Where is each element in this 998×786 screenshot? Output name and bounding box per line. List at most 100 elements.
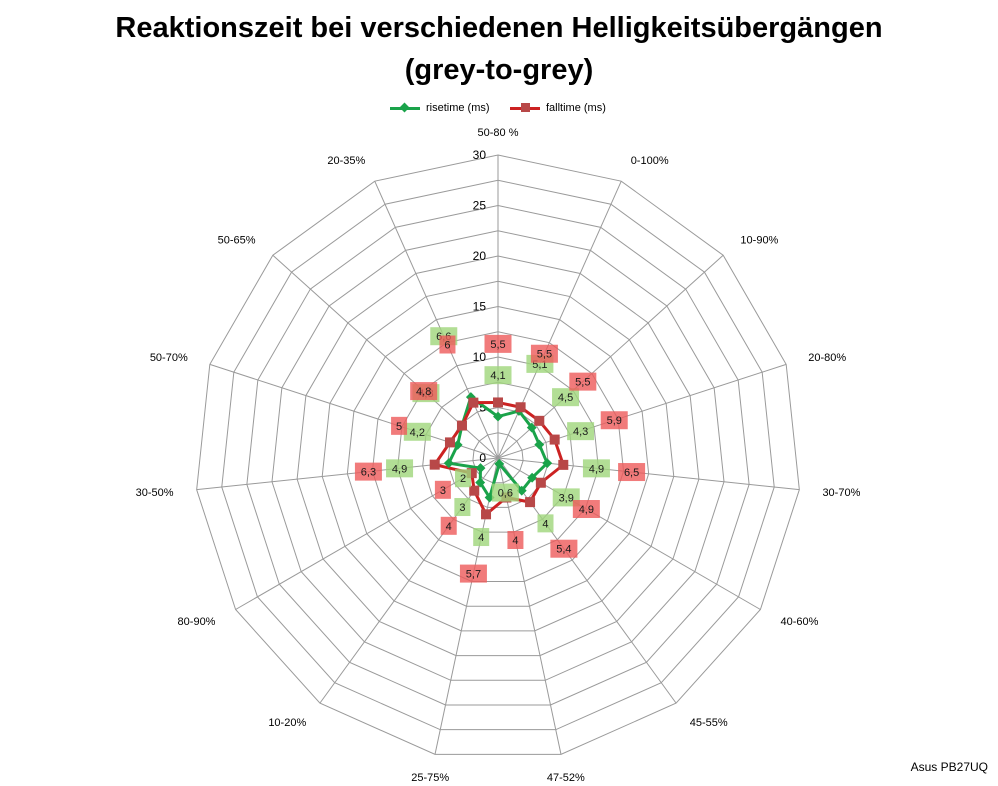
data-label-bg [454,498,471,517]
data-label-bg [550,539,578,558]
data-label: 3 [459,502,465,514]
data-label-bg [455,469,472,488]
grid-spoke [497,457,677,704]
grid-spoke [434,457,499,755]
grid-ring [422,381,574,533]
data-point [456,420,467,431]
grid-spoke [497,457,562,755]
series-line [433,400,565,516]
data-label-bg [600,411,628,430]
data-label-bg [473,528,490,547]
data-point [558,459,569,470]
category-label: 40-60% [781,616,819,628]
chart-title: Reaktionszeit bei verschiedenen Helligke… [115,12,883,44]
category-label: 30-50% [136,487,174,499]
data-label: 5,9 [607,415,622,427]
grid-ring [296,255,700,657]
category-label: 50-65% [218,235,256,247]
category-label: 30-70% [822,487,860,499]
data-label-bg [618,463,646,482]
category-label: 50-70% [150,352,188,364]
axis-tick-label: 10 [473,350,487,364]
data-label-bg [354,462,382,481]
data-label: 4,3 [573,426,588,438]
data-label-bg [439,335,456,354]
data-point [466,468,477,479]
data-point [534,439,545,450]
grid-ring [397,356,599,558]
grid-ring [196,154,800,755]
data-label-bg [484,334,512,353]
data-label: 4,2 [410,427,425,439]
grid-ring [371,331,625,582]
data-label: 4 [446,521,452,533]
data-point [475,463,486,474]
grid-spoke [235,457,499,610]
data-label-bg [440,516,457,535]
axis-tick-label: 0 [479,451,486,465]
data-label: 3 [440,485,446,497]
data-label: 6,5 [624,467,639,479]
grid-ring [472,432,524,484]
data-label-bg [403,422,431,441]
data-point [535,477,546,488]
category-label: 47-52% [547,772,585,784]
data-label-bg [582,459,610,478]
data-point [493,411,503,422]
square-marker-icon [521,103,530,112]
data-label-bg [537,514,554,533]
data-point [429,459,440,470]
data-label: 6,3 [361,467,376,479]
axis-tick-label: 30 [473,148,487,162]
data-label-bg [491,483,519,502]
data-label: 4,9 [579,504,594,516]
grid-spoke [497,363,787,459]
data-point [469,485,480,496]
data-label: 4,1 [490,370,505,382]
chart-subtitle: (grey-to-grey) [404,54,594,86]
category-label: 10-20% [268,717,306,729]
data-label: 4,8 [416,386,431,398]
data-label-bg [386,459,414,478]
category-label: 20-80% [808,352,846,364]
data-point [475,477,486,488]
data-label: 4 [542,518,548,530]
data-point [481,509,492,520]
data-label-bg [459,564,487,583]
data-point [493,397,503,408]
data-point [443,458,454,469]
data-label: 5,5 [537,349,552,361]
data-label: 5,5 [490,339,505,351]
data-point [549,434,560,445]
data-label-bg [569,372,597,391]
series-line [447,395,549,500]
data-point [525,497,536,508]
data-label-bg [567,422,595,441]
grid-ring [321,280,675,632]
data-label-bg [484,366,512,385]
data-label: 3,9 [559,492,574,504]
data-label: 6 [444,340,450,352]
grid-ring [271,230,725,681]
data-label: 4 [478,532,484,544]
data-label: 5 [396,421,402,433]
data-point [534,415,545,426]
category-label: 20-35% [327,155,365,167]
data-label-bg [552,388,580,407]
data-label: 0,6 [498,488,513,500]
category-label: 10-90% [740,235,778,247]
data-point [542,458,553,469]
data-label-bg [410,382,438,401]
data-point [468,397,479,408]
footer-label: Asus PB27UQ [910,760,988,774]
grid-spoke [374,180,499,459]
data-point [527,472,538,483]
data-label-bg [572,500,600,519]
data-label: 4 [512,535,518,547]
data-point [515,402,526,413]
data-point [516,485,527,496]
grid-ring [346,305,650,607]
legend-label-falltime: falltime (ms) [546,102,606,114]
axis-tick-label: 25 [473,199,487,213]
category-label: 25-75% [411,772,449,784]
